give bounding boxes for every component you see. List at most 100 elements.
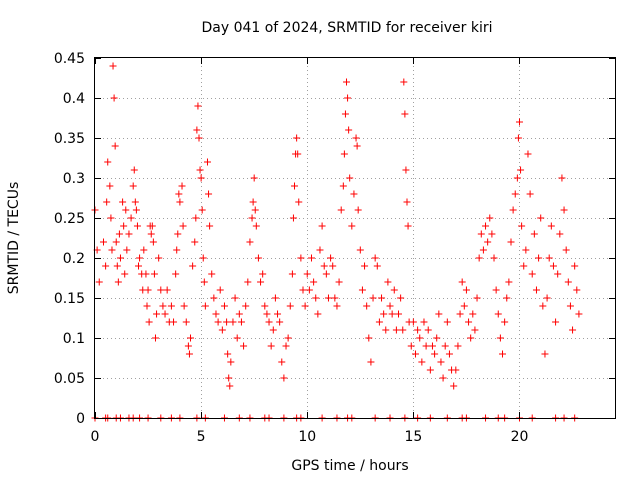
data-point [539,302,547,310]
data-point [337,206,345,214]
data-point [435,310,443,318]
data-point [284,334,292,342]
data-point [147,230,155,238]
data-point [456,310,464,318]
data-point [426,366,434,374]
data-point [452,366,460,374]
data-point [399,326,407,334]
data-point [462,286,470,294]
data-point [384,278,392,286]
data-point [235,310,243,318]
data-point [573,286,581,294]
data-point [226,382,234,390]
data-point [189,262,197,270]
data-point [251,206,259,214]
data-point [102,262,110,270]
data-point [208,270,216,278]
data-point [157,286,165,294]
data-point [569,326,577,334]
data-point [278,358,286,366]
data-point [193,126,201,134]
data-point [133,222,141,230]
data-point [545,254,553,262]
data-point [95,278,103,286]
data-point [409,318,417,326]
data-point [371,254,379,262]
data-point [339,182,347,190]
data-point [422,342,430,350]
data-point [515,118,523,126]
y-tick-label: 0.15 [54,291,85,307]
data-point [361,262,369,270]
data-point [305,286,313,294]
data-point [205,190,213,198]
data-point [324,294,332,302]
data-point [280,374,288,382]
data-point [132,206,140,214]
data-point [175,190,183,198]
data-point [492,286,500,294]
data-point [231,294,239,302]
data-point [407,342,415,350]
data-point [331,294,339,302]
data-point [350,190,358,198]
data-point [212,310,220,318]
data-point [479,246,487,254]
data-point [509,206,517,214]
data-point [543,294,551,302]
data-point [119,198,127,206]
data-point [424,326,432,334]
data-point [107,214,115,222]
data-point [131,198,139,206]
data-point [552,318,560,326]
data-point [114,278,122,286]
data-point [367,358,375,366]
data-point [445,350,453,358]
data-point [214,318,222,326]
data-point [150,270,158,278]
x-tick-label: 5 [197,429,206,445]
data-point [286,302,294,310]
data-point [441,342,449,350]
y-tick-label: 0.3 [63,171,85,187]
data-point [244,278,252,286]
data-point [196,166,204,174]
data-point [197,174,205,182]
data-point [233,334,241,342]
data-point [303,270,311,278]
data-point [443,318,451,326]
data-point [433,334,441,342]
data-point [437,358,445,366]
data-point [503,294,511,302]
data-point [265,318,273,326]
data-point [390,286,398,294]
data-point [240,342,248,350]
data-point [562,246,570,254]
data-point [242,302,250,310]
data-point [291,182,299,190]
data-point [558,174,566,182]
data-point [397,294,405,302]
data-point [125,230,133,238]
x-tick-label: 0 [91,429,100,445]
data-point [271,294,279,302]
data-point [518,222,526,230]
data-point [218,326,226,334]
data-point [113,262,121,270]
y-tick-label: 0.25 [54,211,85,227]
data-point [257,278,265,286]
data-point [161,310,169,318]
data-point [184,342,192,350]
data-point [288,270,296,278]
data-point [120,222,128,230]
data-point [143,302,151,310]
data-point [373,262,381,270]
data-point [174,230,182,238]
y-axis-label: SRMTID / TECUs [6,182,22,295]
data-point [187,334,195,342]
data-point [571,262,579,270]
data-point [501,318,509,326]
data-point [227,358,235,366]
data-point [252,222,260,230]
